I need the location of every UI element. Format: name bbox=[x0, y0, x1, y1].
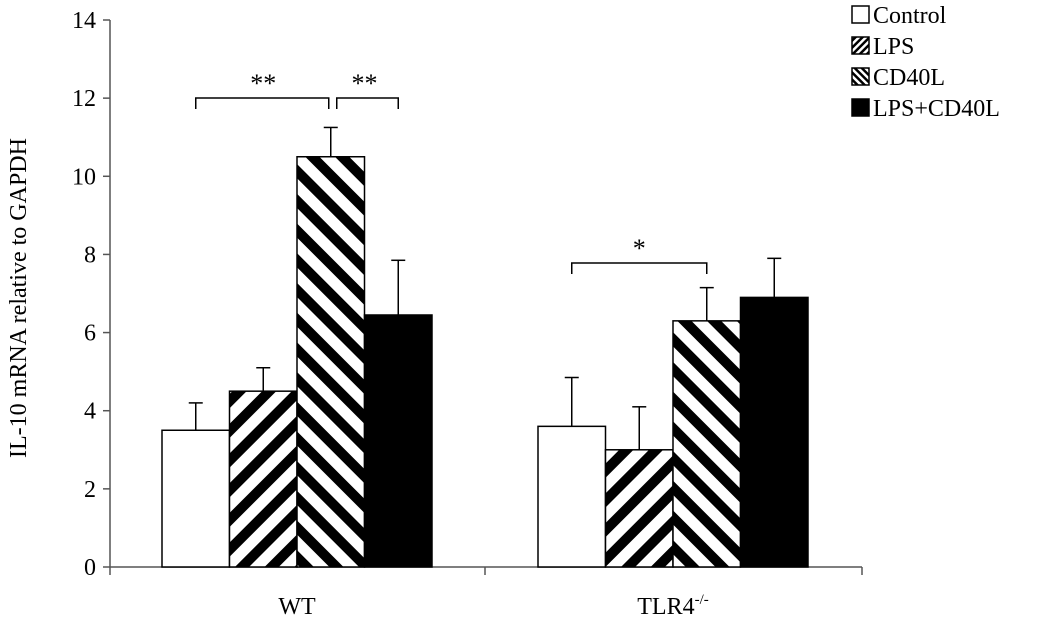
bar-lps-wt bbox=[228, 390, 298, 568]
y-tick-label: 14 bbox=[72, 8, 96, 34]
bars bbox=[161, 156, 809, 568]
error-bars bbox=[188, 126, 782, 450]
legend-label: LPS bbox=[873, 34, 914, 60]
legend-swatch-cd40l bbox=[851, 67, 870, 86]
y-tick-label: 0 bbox=[84, 555, 96, 581]
significance-label: * bbox=[633, 234, 646, 263]
y-tick-label: 8 bbox=[84, 242, 96, 268]
legend-swatch-control bbox=[851, 5, 870, 24]
significance-label: ** bbox=[250, 69, 276, 98]
y-tick-label: 2 bbox=[84, 477, 96, 503]
bar-lps-cd40l-wt bbox=[363, 314, 433, 568]
legend-swatch-lps-cd40l bbox=[851, 98, 870, 117]
legend-label: Control bbox=[873, 3, 947, 29]
legend-label: CD40L bbox=[873, 65, 945, 91]
y-tick-label: 6 bbox=[84, 321, 96, 347]
bar-control-wt bbox=[161, 429, 231, 568]
legend: Control LPS CD40L LPS+CD40L bbox=[851, 3, 1000, 122]
y-tick-label: 12 bbox=[72, 86, 96, 112]
significance-annotations: ** *** bbox=[195, 69, 708, 274]
bar-lps-cd40l-tlr4 bbox=[739, 296, 809, 568]
bar-cd40l-tlr4 bbox=[672, 320, 742, 568]
y-axis: 0 2 4 6 8 10 12 14 bbox=[72, 8, 111, 581]
y-tick-label: 4 bbox=[84, 399, 96, 425]
y-tick-label: 10 bbox=[72, 164, 96, 190]
category-label-wt: WT bbox=[278, 594, 316, 620]
legend-label: LPS+CD40L bbox=[873, 96, 1000, 122]
y-axis-label: IL-10 mRNA relative to GAPDH bbox=[6, 138, 32, 458]
bar-control-tlr4 bbox=[537, 425, 607, 568]
bar-cd40l-wt bbox=[296, 156, 366, 568]
significance-label: ** bbox=[352, 69, 378, 98]
significance-bracket bbox=[571, 262, 708, 274]
legend-swatch-lps bbox=[851, 36, 870, 55]
significance-bracket bbox=[336, 97, 399, 109]
category-label-tlr4: TLR4-/- bbox=[637, 592, 709, 620]
x-axis: WT TLR4-/- bbox=[109, 566, 863, 620]
bar-lps-tlr4 bbox=[604, 449, 674, 568]
significance-bracket bbox=[195, 97, 330, 109]
